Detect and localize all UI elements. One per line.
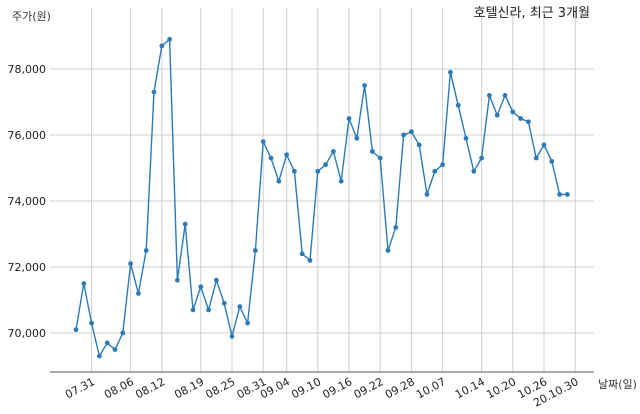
- data-point: [440, 162, 445, 168]
- x-tick-label: 09.10: [289, 375, 323, 401]
- data-point: [455, 102, 461, 108]
- data-point: [416, 142, 422, 148]
- x-axis-label: 날짜(일): [598, 377, 637, 391]
- data-point: [120, 330, 126, 336]
- data-point: [354, 135, 360, 141]
- data-point: [526, 119, 531, 125]
- data-point: [448, 69, 453, 75]
- chart-title: 호텔신라, 최근 3개월: [474, 6, 590, 21]
- data-point: [409, 129, 414, 135]
- horizontal-grid-lines: [50, 68, 594, 334]
- data-point: [510, 109, 516, 115]
- data-point: [214, 277, 219, 283]
- data-point: [221, 300, 227, 306]
- data-point: [331, 149, 336, 154]
- data-point: [424, 192, 430, 197]
- data-point: [143, 248, 149, 253]
- data-point: [494, 112, 500, 118]
- x-tick-label: 08.25: [203, 375, 237, 401]
- x-tick-label: 08.12: [133, 375, 167, 401]
- data-point: [299, 251, 305, 257]
- y-axis-label: 주가(원): [12, 10, 51, 23]
- data-point: [432, 168, 438, 174]
- x-tick-label: 10.07: [414, 375, 448, 401]
- data-point: [565, 192, 570, 197]
- data-point: [260, 139, 266, 145]
- data-point: [104, 340, 110, 346]
- y-tick-label: 72,000: [8, 261, 47, 274]
- data-point: [315, 168, 321, 174]
- data-point: [206, 307, 212, 313]
- y-tick-label: 74,000: [8, 195, 47, 208]
- data-point: [253, 248, 258, 253]
- data-point: [385, 248, 391, 253]
- data-point: [292, 168, 297, 174]
- x-tick-label: 09.16: [320, 375, 354, 401]
- price-series-line: [75, 37, 568, 358]
- x-tick-label: 10.14: [453, 375, 487, 401]
- x-tick-label: 08.06: [102, 375, 136, 401]
- data-point: [136, 291, 141, 296]
- data-point: [471, 168, 477, 174]
- data-point: [175, 277, 180, 283]
- y-tick-label: 76,000: [8, 129, 47, 142]
- data-point: [128, 261, 134, 267]
- data-point: [479, 155, 484, 161]
- x-tick-label: 08.19: [172, 375, 206, 401]
- data-point: [502, 93, 508, 98]
- data-point: [284, 152, 289, 158]
- data-point: [338, 178, 344, 184]
- data-point: [401, 132, 406, 138]
- data-point: [159, 43, 165, 49]
- data-point: [307, 258, 313, 263]
- data-point: [151, 89, 157, 95]
- y-tick-label: 78,000: [8, 63, 47, 76]
- data-point: [323, 162, 328, 168]
- data-point: [487, 93, 492, 98]
- data-point: [198, 284, 204, 290]
- data-point: [276, 178, 282, 184]
- data-point: [463, 135, 469, 141]
- data-point: [190, 307, 196, 313]
- data-point: [245, 320, 251, 326]
- data-point: [362, 83, 367, 88]
- data-point: [346, 116, 352, 121]
- data-point: [182, 221, 188, 227]
- data-point: [89, 320, 94, 326]
- x-tick-label: 09.28: [383, 375, 417, 401]
- data-point: [377, 155, 383, 161]
- data-point: [81, 281, 87, 286]
- data-point: [237, 304, 243, 309]
- data-point: [533, 155, 539, 161]
- x-tick-label: 07.31: [63, 375, 97, 401]
- data-point: [268, 155, 274, 161]
- data-point: [557, 192, 562, 197]
- data-point: [167, 36, 173, 42]
- y-tick-label: 70,000: [8, 327, 47, 340]
- price-series-points: [73, 36, 570, 359]
- data-point: [229, 333, 235, 339]
- data-point: [518, 116, 523, 121]
- x-tick-label: 10.20: [484, 375, 518, 401]
- data-point: [393, 225, 399, 230]
- data-point: [73, 327, 79, 333]
- data-point: [97, 353, 102, 359]
- data-point: [549, 159, 555, 164]
- vertical-grid-lines: [91, 8, 576, 372]
- data-point: [541, 142, 547, 148]
- data-point: [370, 149, 375, 154]
- data-point: [112, 347, 118, 352]
- x-tick-label: 09.22: [352, 375, 386, 401]
- y-tick-labels: 70,000 72,000 74,000 76,000 78,000: [8, 63, 47, 340]
